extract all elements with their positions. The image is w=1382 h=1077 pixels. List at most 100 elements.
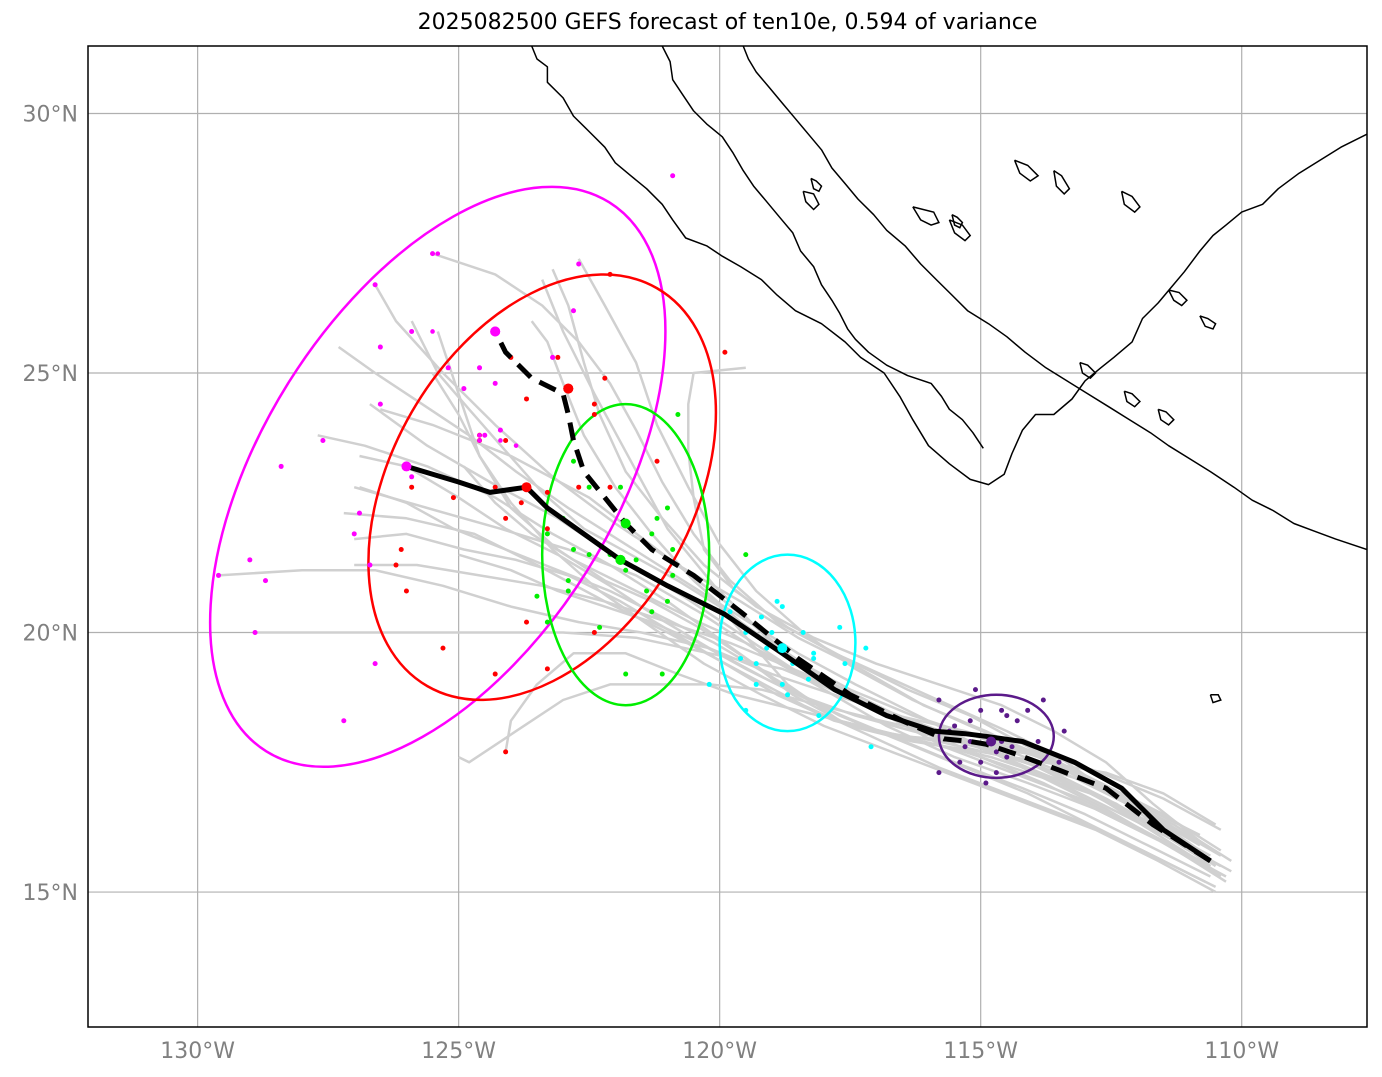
member-position-point [753,681,759,687]
red-mean-marker [521,482,532,493]
member-position-point [492,484,498,490]
lon-tick-label: 130°W [160,1039,235,1064]
member-position-point [633,557,639,563]
lon-tick-label: 110°W [1204,1039,1279,1064]
member-endpoint [216,573,221,578]
member-position-point [617,484,623,490]
member-position-point [649,531,655,537]
member-position-point [868,744,874,750]
lat-tick-label: 20°N [23,622,78,647]
member-endpoint [477,432,482,438]
member-position-point [952,723,958,729]
member-position-point [993,749,999,755]
member-endpoint [477,438,482,443]
member-position-point [727,609,733,615]
member-position-point [393,562,399,568]
member-endpoint [357,510,362,516]
map-title: 2025082500 GEFS forecast of ten10e, 0.59… [417,10,1038,35]
member-position-point [654,458,660,464]
member-endpoint [367,562,373,568]
member-position-point [591,630,597,636]
member-position-point [962,744,968,750]
island-outline [1167,289,1188,307]
member-position-point [664,598,670,604]
uncertainty-ellipse [540,402,711,707]
lon-tick-label: 115°W [943,1039,1018,1064]
member-position-point [503,515,509,521]
magenta-mean-marker [490,326,501,337]
lat-tick-label: 25°N [23,362,78,387]
island-outline [1157,408,1175,426]
member-track [462,465,1206,862]
member-position-point [654,515,660,521]
member-track [458,553,1217,868]
member-track [337,345,1222,868]
island-outline [948,219,972,242]
member-position-point [753,661,759,667]
island-outline [810,177,823,193]
member-endpoint [445,365,451,371]
member-position-point [524,396,530,402]
island-outline [1053,169,1071,195]
member-position-point [534,593,540,599]
green-mean-marker [620,518,631,529]
member-position-point [983,780,989,786]
gridlines [88,46,1367,1027]
member-position-point [743,552,749,558]
member-position-point [811,650,817,656]
member-position-point [565,578,571,584]
member-position-point [1056,759,1062,765]
member-position-point [1025,707,1031,713]
member-endpoint [378,344,383,350]
group-mean-marker [986,736,997,747]
member-position-point [722,349,728,355]
member-endpoint [263,578,268,583]
plot-frame [87,45,1368,1028]
member-position-point [785,692,791,698]
member-position-point [409,474,415,480]
member-position-point [664,505,670,511]
member-position-point [993,770,999,776]
member-endpoint [513,443,519,448]
member-track [551,268,1206,847]
member-position-point [586,484,592,490]
member-position-point [758,614,764,620]
member-position-point [544,531,550,537]
island-outline [802,190,820,211]
member-track [343,511,1206,883]
island-outline [951,214,964,229]
member-endpoint [372,661,378,666]
member-position-point [597,624,603,630]
member-endpoint [670,173,675,179]
member-position-point [570,458,576,464]
member-endpoint [278,464,284,469]
member-position-point [570,546,576,552]
member-position-point [409,328,415,334]
lon-tick-label: 125°W [421,1039,496,1064]
member-position-point [544,666,550,672]
member-position-point [999,707,1005,713]
member-position-point [544,526,550,532]
member-position-point [779,604,785,610]
member-track [431,372,1217,894]
member-position-point [842,661,848,667]
member-position-point [1014,718,1020,724]
member-track [255,631,1227,883]
magenta-mean-marker [401,461,412,472]
member-endpoint [492,381,498,386]
mean-track-dashed [492,330,1212,864]
member-endpoint [252,630,258,635]
island-outline [1209,694,1222,704]
green-mean-marker [615,554,626,565]
member-position-point [607,484,613,490]
island-outline [1079,361,1097,380]
coastline-segment [661,46,984,449]
member-position-point [779,681,785,687]
member-endpoint [247,557,253,563]
member-position-point [555,354,561,360]
member-position-point [659,671,665,677]
island-outline [912,206,940,226]
member-position-point [811,655,817,661]
member-position-point [743,707,749,713]
member-position-point [544,489,550,495]
